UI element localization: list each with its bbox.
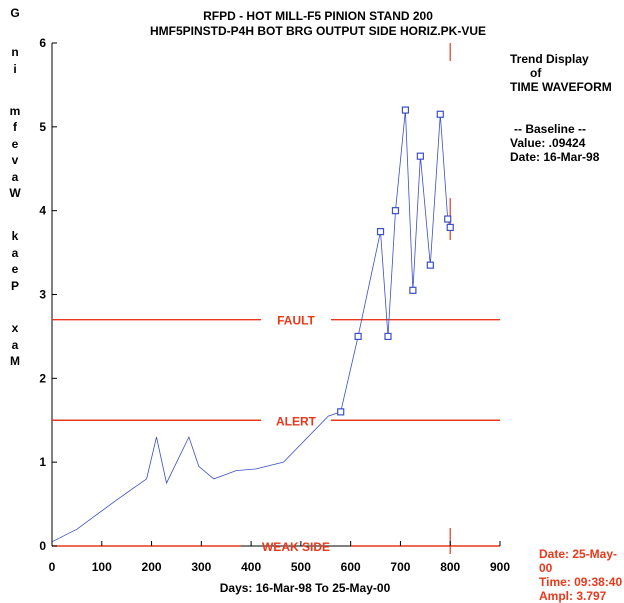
plot-frame [51, 43, 500, 547]
chart-title: RFPD - HOT MILL-F5 PINION STAND 200 [203, 9, 433, 23]
reference-lines: FAULT ALERT WEAK SIDE [52, 43, 500, 554]
x-tick-label: 600 [341, 560, 361, 574]
data-point [426, 261, 434, 269]
x-tick-label: 100 [92, 560, 112, 574]
y-tick-label: 6 [39, 36, 46, 50]
y-tick-label: 1 [39, 455, 46, 469]
y-tick-label: 4 [39, 204, 46, 218]
data-point [337, 408, 345, 416]
data-point [384, 332, 392, 341]
data-point [391, 207, 400, 215]
y-axis-label-letter: i [13, 62, 17, 76]
y-axis-label-letter: a [11, 338, 19, 352]
y-axis-label-letter: v [11, 153, 19, 167]
x-tick-label: 800 [440, 560, 460, 574]
baseline-heading: -- Baseline -- [514, 122, 587, 136]
data-series [51, 106, 454, 543]
cursor-ampl: Ampl: 3.797 [539, 589, 607, 603]
reference-line-label: ALERT [276, 414, 317, 428]
y-axis-label-letter: e [11, 262, 19, 276]
data-point [409, 286, 417, 294]
x-tick-label: 500 [291, 560, 311, 574]
legend-line-1: Trend Display [510, 52, 589, 66]
baseline-value: Value: .09424 [510, 136, 586, 150]
x-tick-label: 900 [490, 560, 510, 574]
x-tick-label: 200 [142, 560, 162, 574]
cursor-date: Date: 25-May-00 [539, 547, 618, 575]
reference-line-label: FAULT [277, 314, 315, 328]
data-point [376, 228, 385, 236]
y-axis-label-letter: f [13, 120, 17, 134]
y-tick-label: 5 [39, 120, 46, 134]
series-line [51, 110, 451, 543]
y-axis-label-letter: W [9, 186, 21, 200]
cursor-readout: Date: 25-May-00 Time: 09:38:40 Ampl: 3.7… [539, 547, 624, 603]
data-point [436, 110, 444, 118]
x-tick-label: 300 [191, 560, 211, 574]
axis-ticks: 0 100 200 300 400 500 600 700 800 900 0 1 2 3 4 5 6 [39, 36, 510, 574]
y-axis-label-letter: e [11, 137, 19, 151]
data-point [416, 152, 424, 160]
legend-line-3: TIME WAVEFORM [510, 80, 612, 94]
data-point [354, 332, 362, 341]
y-tick-label: 2 [39, 371, 46, 385]
y-axis-label-letter: M [10, 354, 20, 368]
y-axis-label-letter: P [10, 279, 19, 293]
y-axis-label-letter: a [11, 246, 19, 260]
x-tick-label: 400 [241, 560, 261, 574]
y-axis-label-letter: n [11, 45, 19, 59]
legend-line-2: of [530, 66, 542, 80]
x-tick-label: 700 [390, 560, 410, 574]
reference-line-label: WEAK SIDE [262, 540, 330, 554]
baseline-date: Date: 16-Mar-98 [510, 150, 600, 164]
x-axis-label: Days: 16-Mar-98 To 25-May-00 [220, 581, 391, 595]
y-tick-label: 0 [39, 539, 46, 553]
data-point [401, 106, 410, 114]
cursor-time: Time: 09:38:40 [539, 575, 623, 589]
legend-panel: Trend Display of TIME WAVEFORM -- Baseli… [510, 52, 612, 164]
y-axis-label-letter: k [11, 229, 19, 243]
x-tick-label: 0 [49, 560, 56, 574]
y-axis-label-letter: G [10, 6, 20, 20]
chart-subtitle: HMF5PINSTD-P4H BOT BRG OUTPUT SIDE HORIZ… [150, 24, 486, 38]
data-point [446, 223, 454, 232]
y-axis-label-letter: x [11, 321, 19, 335]
y-axis-label-letter: a [11, 170, 19, 184]
y-axis-label-letter: m [9, 104, 21, 118]
data-point [444, 215, 452, 223]
y-tick-label: 3 [39, 288, 46, 302]
